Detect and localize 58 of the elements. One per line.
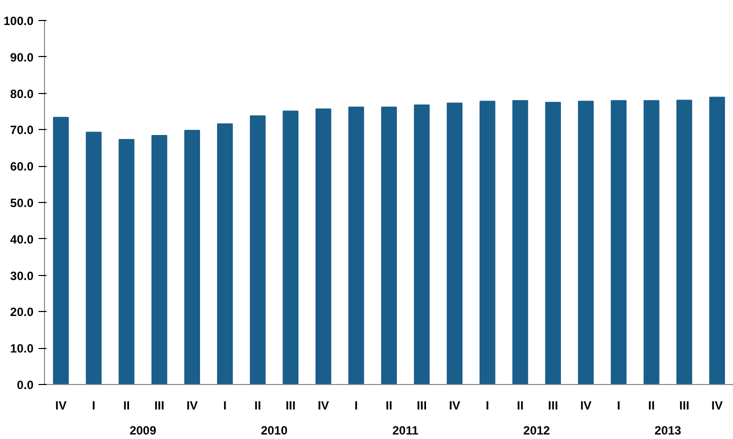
bar bbox=[381, 106, 397, 384]
text: 2010 bbox=[260, 424, 288, 438]
bar bbox=[348, 106, 364, 384]
bar bbox=[217, 123, 233, 384]
x-tick-label: IV bbox=[55, 398, 67, 412]
bar bbox=[282, 110, 298, 384]
x-tick-label: II bbox=[254, 398, 262, 412]
text: 2012 bbox=[523, 424, 550, 438]
x-tick-label: III bbox=[679, 398, 690, 412]
text: 2011 bbox=[392, 424, 419, 438]
y-tick-label: 40.0 bbox=[10, 232, 34, 246]
y-tick-label: 60.0 bbox=[10, 160, 34, 174]
bar bbox=[676, 100, 692, 384]
x-tick-label: III bbox=[154, 398, 164, 412]
x-tick-label: I bbox=[223, 398, 227, 412]
y-tick-label: 90.0 bbox=[10, 50, 34, 64]
y-tick-label: 70.0 bbox=[10, 123, 34, 138]
x-tick-label: I bbox=[354, 398, 358, 412]
bar bbox=[578, 100, 594, 384]
y-tick-label: 0.0 bbox=[16, 378, 34, 392]
x-tick-label: IV bbox=[186, 398, 198, 412]
y-tick-label: 10.0 bbox=[10, 342, 34, 356]
bar bbox=[545, 102, 561, 384]
bar bbox=[118, 139, 134, 384]
x-tick-label: III bbox=[286, 398, 296, 412]
bar bbox=[644, 100, 660, 384]
bar bbox=[184, 130, 200, 384]
x-tick-label: IV bbox=[580, 398, 592, 412]
x-tick-label: IV bbox=[318, 398, 330, 412]
x-tick-label: II bbox=[516, 398, 524, 412]
x-tick-label: III bbox=[416, 398, 427, 412]
x-tick-label: IV bbox=[448, 398, 460, 412]
x-tick-label: III bbox=[548, 398, 558, 412]
x-tick-label: I bbox=[617, 398, 620, 412]
x-tick-label: IV bbox=[711, 398, 723, 412]
x-tick-label: II bbox=[648, 398, 655, 412]
text: 2009 bbox=[130, 424, 157, 438]
y-tick-label: 80.0 bbox=[10, 86, 34, 101]
bar bbox=[480, 100, 496, 384]
bar bbox=[709, 96, 725, 384]
x-tick-label: I bbox=[486, 398, 490, 412]
y-tick-label: 30.0 bbox=[10, 268, 34, 283]
y-tick-label: 20.0 bbox=[10, 305, 34, 320]
x-tick-label: II bbox=[386, 398, 392, 412]
bar bbox=[414, 104, 430, 384]
bar bbox=[53, 116, 69, 384]
text: 2013 bbox=[654, 424, 682, 438]
x-tick-label: I bbox=[92, 398, 96, 412]
bar bbox=[446, 102, 462, 384]
bar bbox=[512, 100, 528, 384]
bar bbox=[610, 100, 627, 384]
bar bbox=[250, 115, 266, 384]
bar bbox=[151, 135, 168, 384]
y-tick-label: 100.0 bbox=[3, 14, 34, 28]
bar bbox=[86, 132, 102, 384]
bar bbox=[316, 108, 332, 384]
x-tick-label: II bbox=[123, 398, 130, 412]
y-tick-label: 50.0 bbox=[10, 196, 34, 210]
